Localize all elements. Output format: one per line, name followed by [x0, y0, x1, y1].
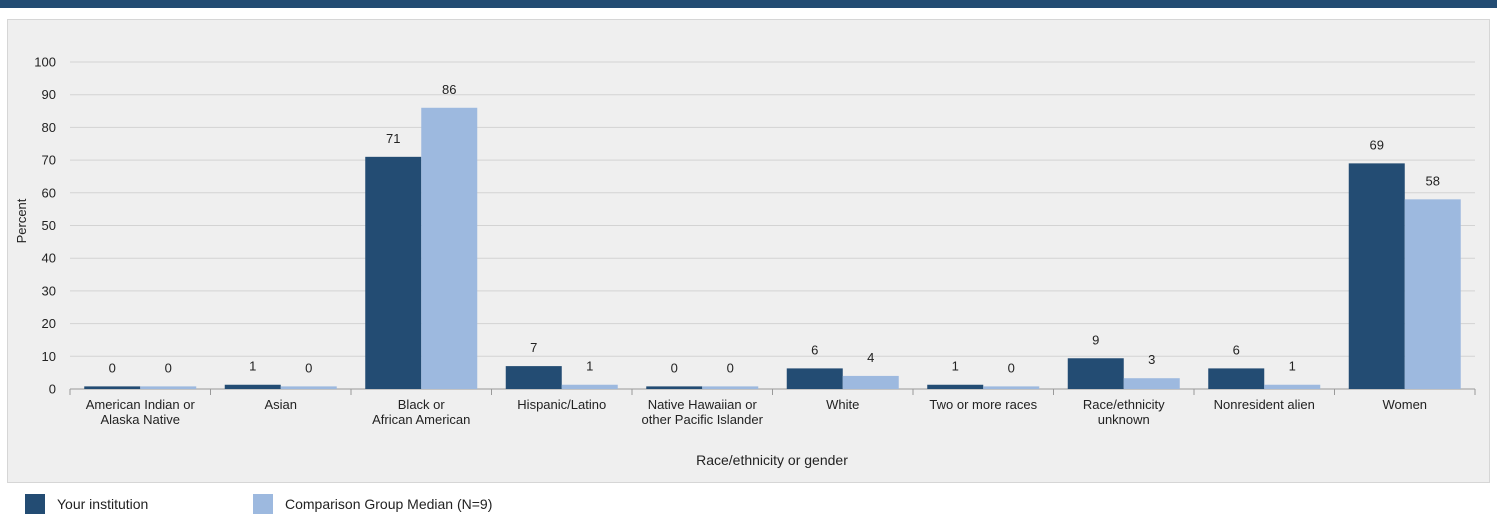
bar [505, 366, 562, 389]
y-tick-label: 70 [42, 153, 56, 168]
x-tick-label: American Indian or Alaska Native [86, 397, 196, 427]
bar [842, 375, 899, 389]
bar [786, 368, 843, 389]
bar-value-label: 9 [1092, 332, 1099, 347]
bar [280, 386, 337, 389]
x-tick-label: Asian [264, 397, 297, 412]
bar-value-label: 0 [305, 360, 312, 375]
bar-value-label: 0 [671, 360, 678, 375]
x-tick-label: Native Hawaiian or other Pacific Islander [642, 397, 764, 427]
bar [927, 384, 984, 389]
bar [365, 156, 422, 389]
y-tick-label: 50 [42, 218, 56, 233]
bar-value-label: 0 [109, 360, 116, 375]
bar-value-label: 7 [530, 340, 537, 355]
x-axis-label: Race/ethnicity or gender [696, 452, 848, 468]
bar-value-label: 6 [811, 342, 818, 357]
x-tick-label: White [826, 397, 859, 412]
y-tick-label: 0 [49, 382, 56, 397]
legend-label-comparison-group: Comparison Group Median (N=9) [285, 496, 493, 512]
y-axis-ticks: 0 10 20 30 40 50 60 70 80 90 100 [34, 55, 56, 397]
bar [1123, 378, 1180, 389]
bar [702, 386, 759, 389]
y-tick-label: 30 [42, 283, 56, 298]
bar [646, 386, 703, 389]
bar [421, 107, 478, 389]
x-tick-label: Two or more races [929, 397, 1037, 412]
x-tick-label: Nonresident alien [1214, 397, 1315, 412]
top-accent-bar [0, 0, 1497, 8]
bar [1264, 384, 1321, 389]
x-tick-label: Race/ethnicity unknown [1083, 397, 1165, 427]
legend-item-your-institution: Your institution [25, 494, 148, 514]
legend: Your institution Comparison Group Median… [7, 488, 1490, 518]
y-axis-label: Percent [14, 198, 29, 243]
bar [1208, 368, 1265, 389]
bar-value-label: 0 [1008, 360, 1015, 375]
bar-value-label: 58 [1426, 173, 1440, 188]
bar [140, 386, 197, 389]
x-tick-label: Women [1382, 397, 1427, 412]
gridlines [69, 61, 1476, 395]
x-tick-label: Hispanic/Latino [517, 397, 606, 412]
x-tick-label: Black or African American [372, 397, 470, 427]
y-tick-label: 100 [34, 55, 56, 70]
bar-value-label: 1 [1289, 359, 1296, 374]
y-tick-label: 40 [42, 251, 56, 266]
bar [1067, 358, 1124, 389]
bar [84, 386, 141, 389]
bar-value-label: 1 [586, 359, 593, 374]
y-tick-label: 90 [42, 87, 56, 102]
bar [1348, 163, 1405, 389]
legend-swatch-your-institution [25, 494, 45, 514]
y-tick-label: 20 [42, 316, 56, 331]
bar-value-label: 86 [442, 82, 456, 97]
y-tick-label: 80 [42, 120, 56, 135]
legend-label-your-institution: Your institution [57, 496, 149, 512]
bar [1404, 199, 1461, 389]
bar-value-label: 4 [867, 350, 874, 365]
bar-value-label: 1 [952, 359, 959, 374]
bar-value-label: 0 [165, 360, 172, 375]
chart-panel [7, 19, 1490, 483]
bar-value-label: 3 [1148, 352, 1155, 367]
x-axis-tick-labels: American Indian or Alaska Native Asian Blac… [86, 397, 1427, 427]
bar [561, 384, 618, 389]
bar-value-label: 71 [386, 131, 400, 146]
legend-item-comparison-group: Comparison Group Median (N=9) [253, 494, 492, 514]
y-tick-label: 10 [42, 349, 56, 364]
bar-value-label: 1 [249, 359, 256, 374]
bar-value-label: 6 [1233, 342, 1240, 357]
bar [224, 384, 281, 389]
bar [983, 386, 1040, 389]
legend-swatch-comparison-group [253, 494, 273, 514]
bar-value-label: 0 [727, 360, 734, 375]
bar-value-label: 69 [1370, 137, 1384, 152]
y-tick-label: 60 [42, 185, 56, 200]
